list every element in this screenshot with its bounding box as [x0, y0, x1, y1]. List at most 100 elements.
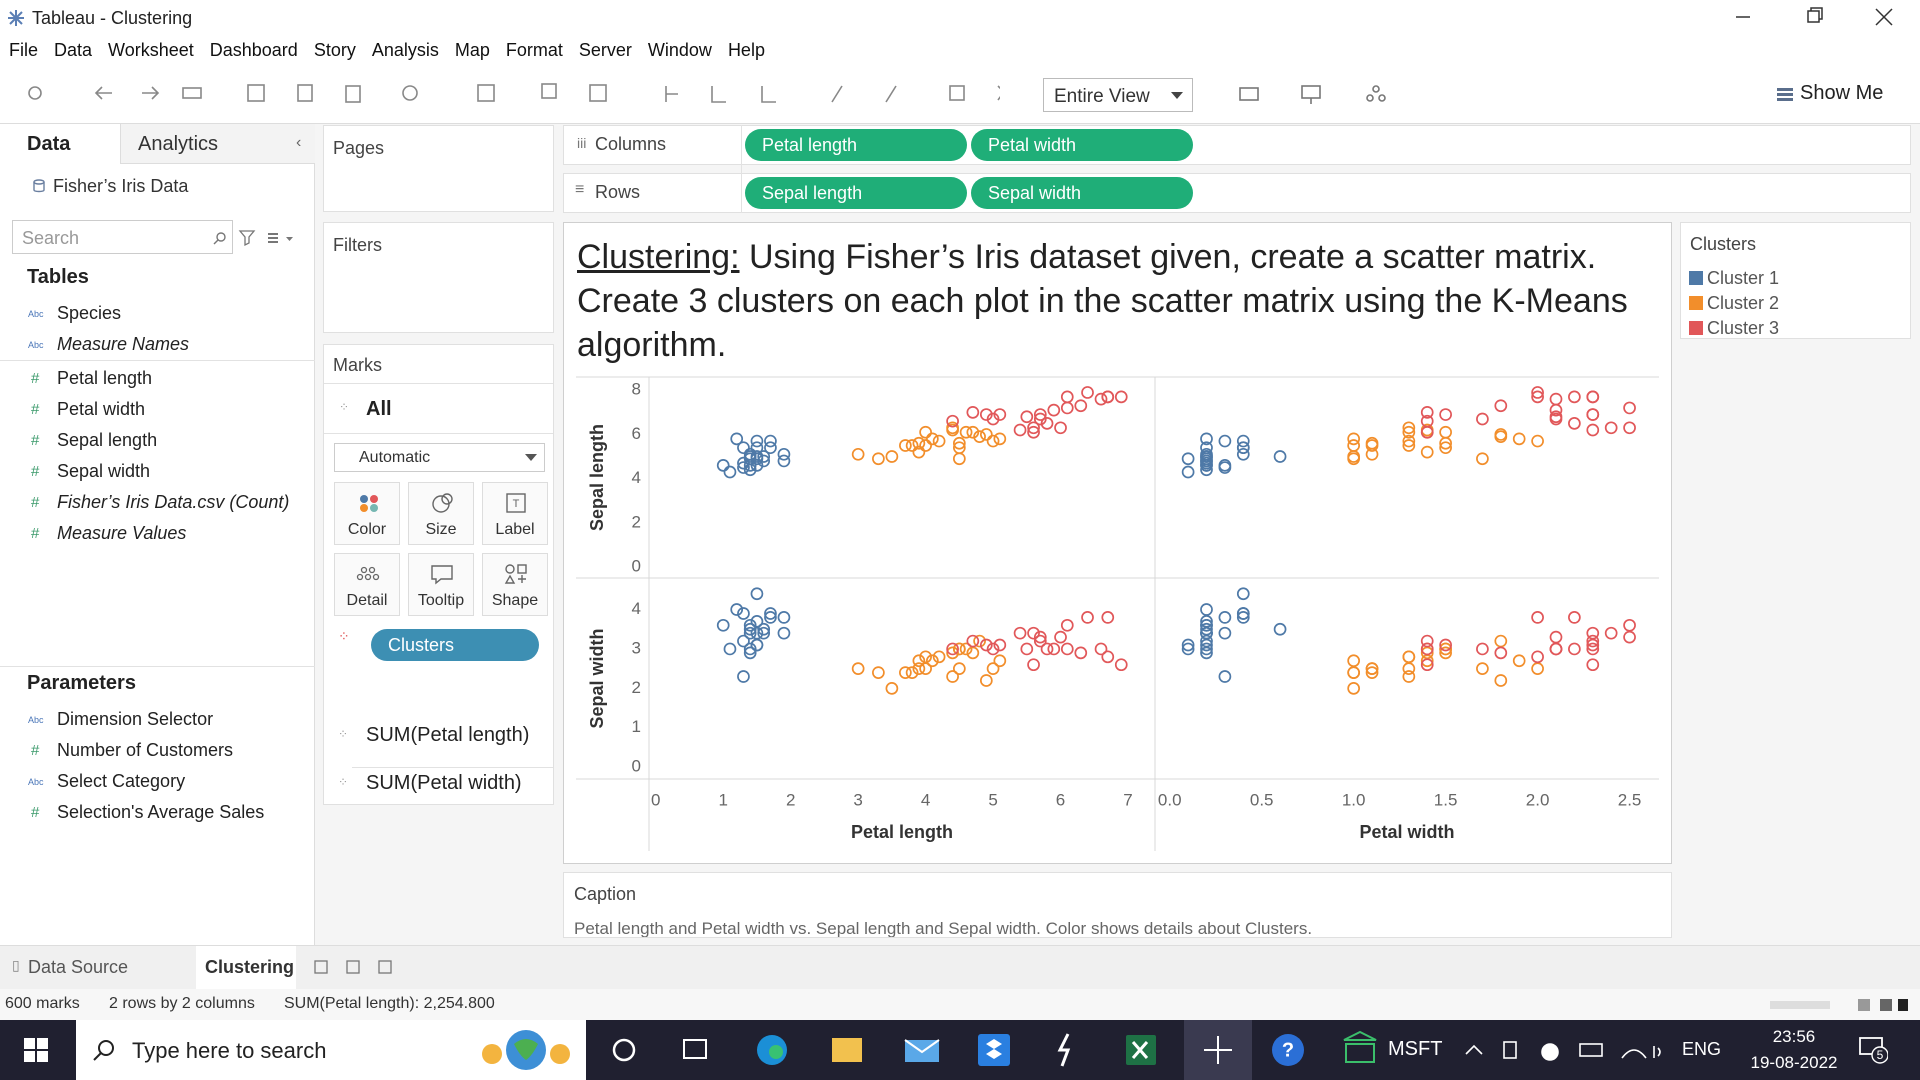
point [743, 450, 757, 463]
rows-label: Rows [595, 182, 641, 202]
collapse-icon[interactable]: ‹ [296, 134, 302, 151]
notification-icon[interactable] [1858, 1036, 1888, 1064]
field[interactable]: Measure Values [57, 523, 187, 543]
point [986, 434, 1000, 448]
field[interactable]: Select Category [57, 771, 186, 791]
field[interactable]: Selection's Average Sales [57, 802, 265, 822]
legend-swatch[interactable] [1689, 321, 1703, 335]
marks-button-label: Size [425, 521, 457, 538]
stock-ticker[interactable]: MSFT [1388, 1038, 1443, 1060]
marks-button-label: Label [495, 521, 535, 538]
field[interactable]: Dimension Selector [57, 709, 214, 729]
field[interactable]: Species [57, 303, 122, 323]
point [1568, 390, 1581, 404]
point [1531, 434, 1544, 448]
point [1273, 622, 1287, 636]
field[interactable]: Measure Names [57, 334, 190, 354]
legend-swatch[interactable] [1689, 271, 1703, 285]
taskbar-apps[interactable]: ? [600, 1020, 1460, 1080]
legend-swatch[interactable] [1689, 296, 1703, 310]
menu-item[interactable]: Analysis [371, 40, 439, 60]
measure-pill[interactable]: SUM(Petal length) [366, 724, 530, 746]
marks-button[interactable]: Size [408, 482, 474, 545]
x-tick-label: 1.0 [1342, 790, 1366, 809]
point [1181, 638, 1195, 652]
point [777, 454, 791, 468]
measure-pill[interactable]: SUM(Petal width) [366, 772, 522, 794]
pane-tools[interactable] [238, 228, 298, 248]
point [1181, 465, 1195, 479]
toolbar-icons[interactable] [0, 64, 1000, 124]
field[interactable]: Sepal width [57, 461, 151, 481]
menu-item[interactable]: File [9, 40, 39, 60]
point [1365, 666, 1379, 679]
new-sheet-icons[interactable] [312, 958, 402, 978]
clock-date[interactable]: 19-08-2022 [1750, 1053, 1838, 1072]
menu-item[interactable]: Format [505, 40, 563, 60]
legend-label[interactable]: Cluster 3 [1707, 318, 1780, 338]
field[interactable]: Petal length [57, 368, 153, 388]
x-axis-title: Petal width [1359, 822, 1454, 842]
marks-all[interactable]: All [366, 398, 392, 420]
dropdown-arrow [525, 454, 537, 461]
menu-item[interactable]: Story [313, 40, 356, 60]
menu-item[interactable]: Help [727, 40, 765, 60]
point [1439, 642, 1452, 656]
clusters-pill[interactable]: Clusters [371, 629, 539, 661]
field[interactable]: Sepal length [57, 430, 158, 450]
point [1586, 634, 1600, 648]
columns-pill[interactable]: Petal length [745, 129, 967, 161]
data-source-tab[interactable]: Data Source [28, 957, 129, 977]
marks-button[interactable]: Tooltip [408, 553, 474, 616]
fit-dropdown[interactable]: Entire View [1043, 78, 1193, 112]
point [1420, 658, 1434, 672]
marks-button[interactable]: Shape [482, 553, 548, 616]
columns-pill[interactable]: Petal width [971, 129, 1193, 161]
point [912, 654, 926, 668]
data-tab[interactable]: Data [27, 133, 71, 155]
point [1054, 421, 1067, 435]
menu-item[interactable]: Map [454, 40, 490, 60]
marks-button[interactable]: T Label [482, 482, 548, 545]
point [1494, 399, 1508, 413]
point [1439, 646, 1452, 660]
analytics-tab[interactable]: Analytics [138, 133, 219, 155]
marks-button[interactable]: Detail [334, 553, 400, 616]
mark-type-dropdown[interactable]: Automatic [334, 443, 545, 472]
data-source[interactable]: Fisher’s Iris Data [53, 176, 189, 196]
rows-pill[interactable]: Sepal width [971, 177, 1193, 209]
menu-item[interactable]: Dashboard [209, 40, 298, 60]
language[interactable]: ENG [1682, 1039, 1722, 1059]
system-tray[interactable] [1462, 1036, 1672, 1064]
window-controls[interactable] [1720, 0, 1920, 36]
field-type: # [31, 742, 40, 759]
rows-pill[interactable]: Sepal length [745, 177, 967, 209]
field[interactable]: Fisher’s Iris Data.csv (Count) [57, 492, 290, 512]
legend-label[interactable]: Cluster 1 [1707, 268, 1780, 288]
taskbar-search[interactable]: Type here to search [76, 1020, 586, 1080]
menu-item[interactable]: Worksheet [108, 40, 194, 60]
show-me[interactable]: Show Me [1800, 82, 1884, 104]
point [1081, 611, 1094, 624]
status-text: 2 rows by 2 columns [109, 995, 255, 1012]
start-button[interactable] [24, 1038, 48, 1062]
clock-time[interactable]: 23:56 [1772, 1027, 1816, 1046]
point [743, 463, 757, 477]
point [1586, 390, 1600, 404]
active-tab[interactable]: Clustering [196, 946, 296, 989]
svg-text:T: T [513, 498, 520, 510]
point [973, 634, 986, 648]
caption-card: Caption Petal length and Petal width vs.… [563, 872, 1672, 938]
toolbar-icons-right[interactable] [1230, 80, 1400, 110]
point [1047, 403, 1061, 417]
search-box[interactable]: Search [12, 220, 233, 254]
marks-button[interactable]: Color [334, 482, 400, 545]
menu-item[interactable]: Window [647, 40, 712, 60]
menu-item[interactable]: Server [578, 40, 632, 60]
legend-label[interactable]: Cluster 2 [1707, 293, 1780, 313]
toolbar: Entire View Show Me [0, 64, 1920, 124]
field[interactable]: Petal width [57, 399, 146, 419]
menu-item[interactable]: Data [54, 40, 93, 60]
status-controls[interactable] [1770, 997, 1910, 1013]
field[interactable]: Number of Customers [57, 740, 234, 760]
